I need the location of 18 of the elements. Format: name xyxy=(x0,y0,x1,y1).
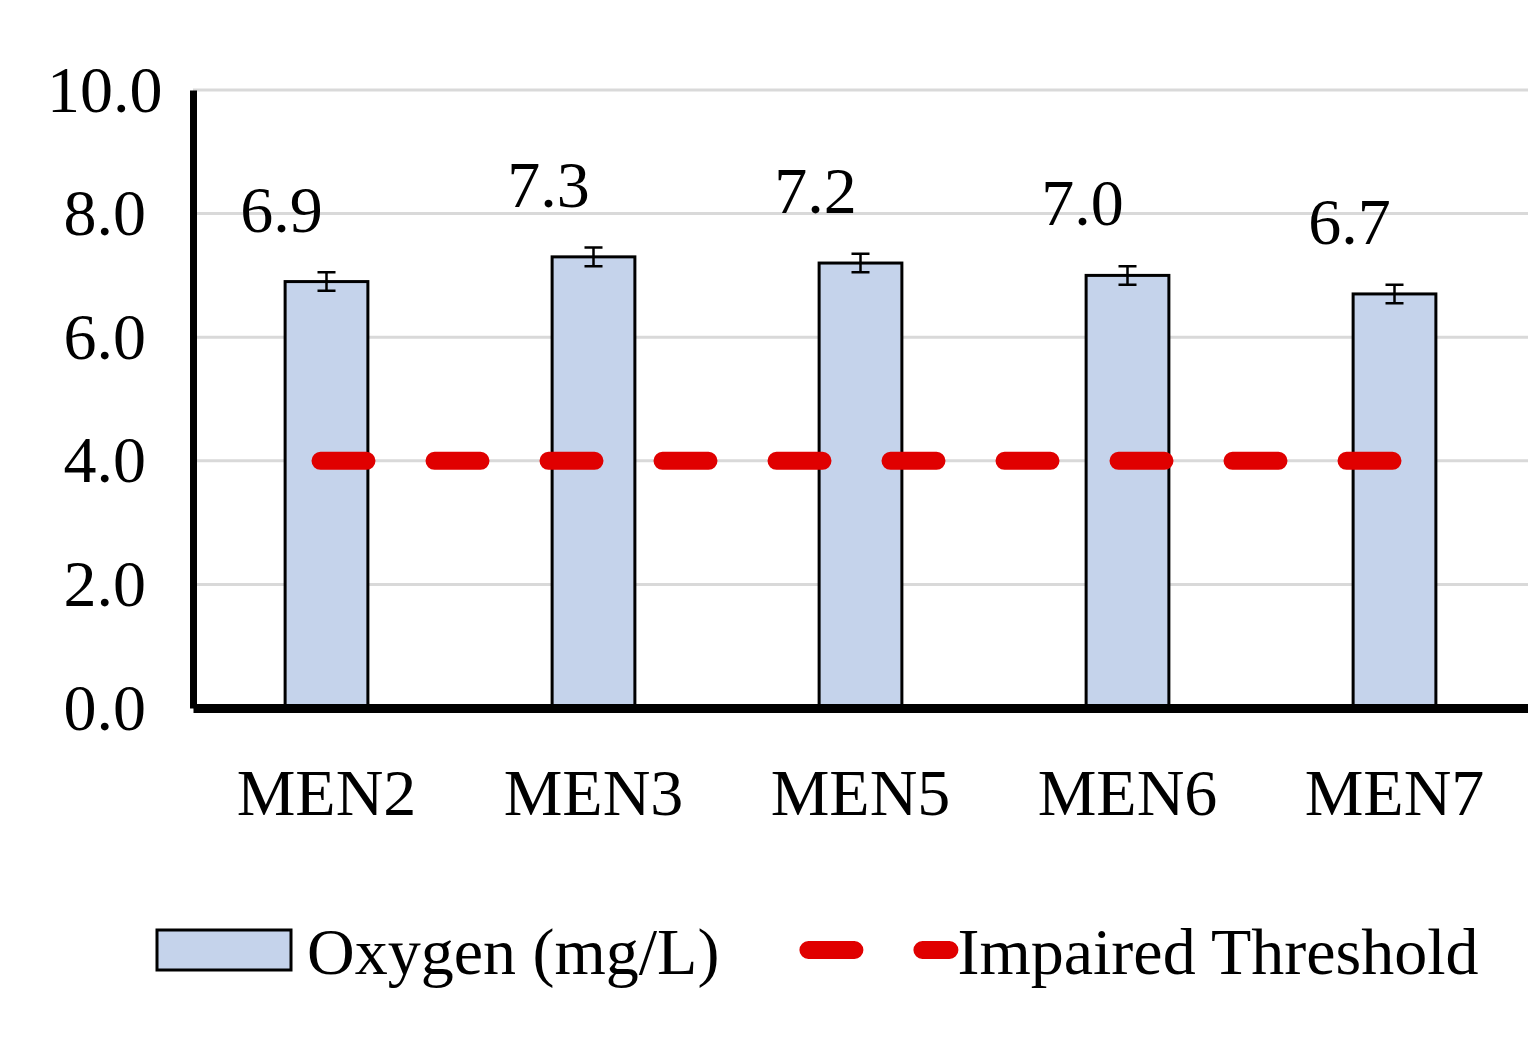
x-tick-label: MEN3 xyxy=(503,755,684,829)
y-tick-label: 8.0 xyxy=(63,176,146,250)
x-tick-label: MEN5 xyxy=(770,755,951,829)
x-tick-label: MEN7 xyxy=(1304,755,1485,829)
y-tick-label: 0.0 xyxy=(63,670,146,744)
y-tick-label: 4.0 xyxy=(63,423,146,497)
data-label: 6.7 xyxy=(1308,184,1391,258)
data-label: 7.3 xyxy=(507,147,590,221)
legend-label: Oxygen (mg/L) xyxy=(307,915,720,989)
data-label: 7.0 xyxy=(1041,166,1124,240)
y-tick-label: 2.0 xyxy=(63,547,146,621)
y-tick-label: 10.0 xyxy=(46,52,163,126)
legend-label: Impaired Threshold xyxy=(957,915,1479,988)
x-tick-label: MEN2 xyxy=(236,755,417,829)
y-tick-label: 6.0 xyxy=(63,299,146,373)
data-label: 6.9 xyxy=(240,172,323,246)
data-label: 7.2 xyxy=(774,154,857,228)
x-tick-label: MEN6 xyxy=(1037,755,1218,829)
